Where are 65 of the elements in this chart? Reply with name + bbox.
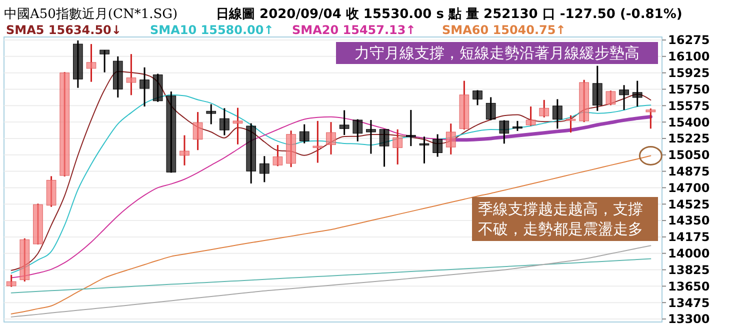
y-tick-label: 14700 bbox=[668, 180, 710, 195]
y-tick-label: 14350 bbox=[668, 214, 710, 228]
text: SMA10 15580.00↑ bbox=[150, 23, 274, 37]
text: SMA5 15634.50↓ bbox=[6, 23, 122, 37]
candlestick bbox=[406, 109, 416, 147]
candlestick bbox=[6, 274, 16, 288]
y-tick-label: 13300 bbox=[668, 312, 710, 326]
candlestick bbox=[339, 109, 350, 136]
candlestick bbox=[419, 136, 430, 164]
y-tick-label: 15400 bbox=[668, 115, 710, 130]
candlestick bbox=[632, 80, 642, 108]
candlestick bbox=[619, 84, 629, 111]
candlestick bbox=[140, 66, 150, 108]
candlestick bbox=[592, 65, 602, 112]
annotation: 力守月線支撐，短線走勢沿著月線緩步墊高 bbox=[354, 44, 640, 62]
y-tick-label: 16100 bbox=[668, 50, 710, 64]
y-tick-label: 14525 bbox=[668, 197, 710, 212]
candlestick bbox=[206, 103, 216, 125]
candlestick bbox=[472, 89, 482, 106]
candlestick bbox=[512, 120, 522, 132]
chart-subtitle: 日線圖 2020/09/04 收 15530.00 s 點 量 252130 口 -127.50 (-0.81%) bbox=[216, 7, 682, 22]
y-tick-label: 14175 bbox=[668, 230, 710, 244]
candlestick bbox=[100, 49, 110, 74]
y-tick-label: 15925 bbox=[668, 66, 710, 80]
y-tick-label: 13650 bbox=[668, 279, 710, 294]
candlestick bbox=[646, 108, 656, 130]
candlestick bbox=[220, 107, 230, 136]
y-tick-label: 15050 bbox=[668, 148, 710, 162]
candlestick bbox=[86, 43, 96, 83]
y-tick-label: 13475 bbox=[668, 296, 710, 310]
candlestick bbox=[606, 90, 616, 106]
line-series bbox=[10, 245, 652, 318]
candlestick bbox=[180, 134, 190, 166]
candlestick bbox=[552, 98, 562, 130]
candlestick bbox=[326, 121, 336, 156]
candlestick bbox=[259, 155, 270, 183]
chart-title: 中國A50指數近月(CN*1.SG) bbox=[4, 7, 178, 22]
candlestick bbox=[446, 122, 456, 156]
text: SMA20 15457.13↑ bbox=[292, 23, 416, 37]
y-tick-label: 15750 bbox=[668, 82, 710, 96]
y-tick-label: 13825 bbox=[668, 262, 710, 277]
candlestick bbox=[272, 144, 283, 167]
y-tick-label: 16275 bbox=[668, 33, 710, 48]
text: SMA60 15040.75↑ bbox=[442, 23, 566, 37]
candlestick bbox=[312, 120, 323, 164]
candlestick bbox=[232, 107, 243, 146]
candlestick bbox=[392, 128, 403, 166]
y-tick-label: 15225 bbox=[668, 132, 710, 146]
candlestick bbox=[379, 128, 390, 168]
candlestick bbox=[486, 96, 496, 121]
y-tick-label: 14875 bbox=[668, 164, 710, 178]
candlestick bbox=[526, 106, 536, 127]
candlestick bbox=[352, 118, 363, 142]
y-tick-label: 15575 bbox=[668, 98, 710, 113]
candlestick bbox=[499, 119, 510, 144]
candlestick bbox=[566, 114, 576, 134]
candlestick bbox=[366, 119, 376, 155]
y-tick-label: 14000 bbox=[668, 246, 710, 261]
candlestick bbox=[432, 134, 442, 158]
candlestick bbox=[539, 99, 550, 118]
candlestick bbox=[192, 111, 203, 151]
candlestick bbox=[299, 124, 310, 144]
candlestick bbox=[126, 53, 136, 96]
line-series bbox=[10, 258, 652, 294]
annotation: 季線支撐越走越高，支撐不破，走勢都是震盪走多 bbox=[478, 200, 643, 238]
